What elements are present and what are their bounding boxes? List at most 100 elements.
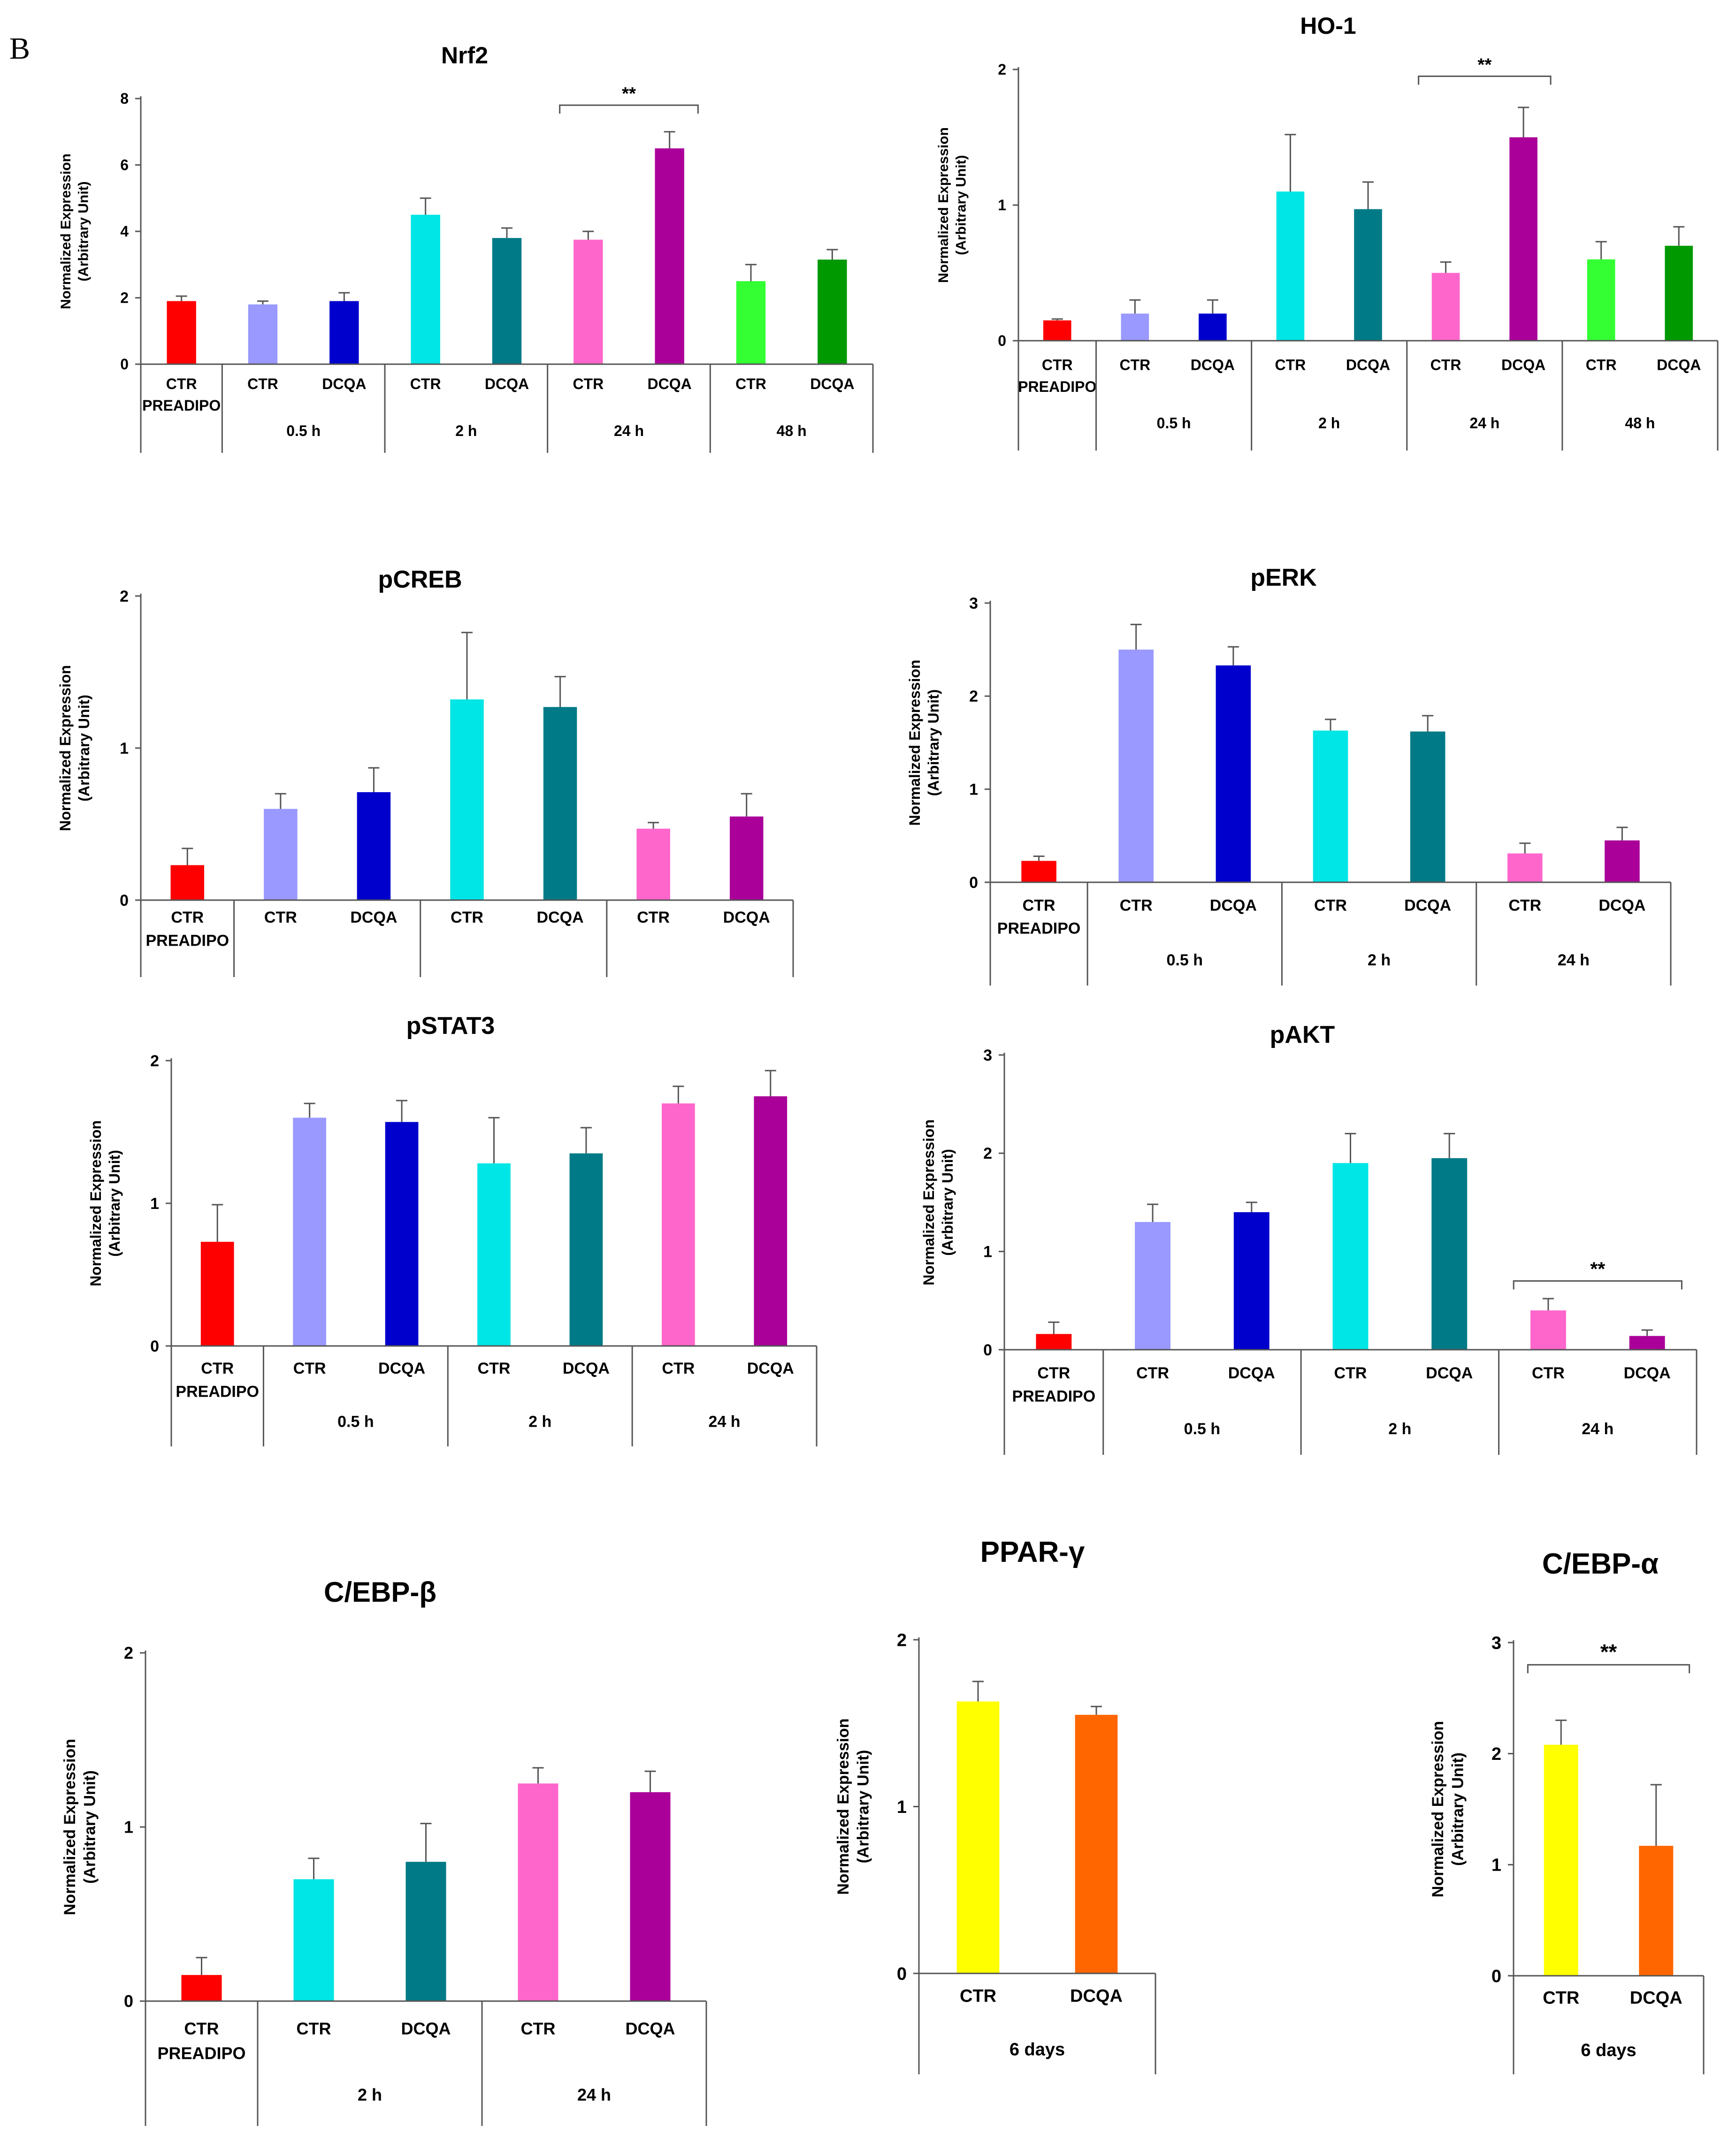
group-label: 48 h: [1625, 415, 1655, 432]
y-tick-label: 0: [124, 1992, 133, 2011]
bar: [248, 304, 278, 364]
y-tick-label: 2: [998, 61, 1006, 78]
x-tick-label: PREADIPO: [145, 932, 229, 949]
bar: [569, 1153, 603, 1346]
x-tick-label: CTR: [1430, 357, 1461, 374]
x-tick-label: DCQA: [1657, 357, 1701, 374]
group-label: 2 h: [1318, 415, 1340, 432]
x-tick-label: CTR: [264, 909, 297, 926]
bar: [1043, 320, 1071, 341]
bar: [729, 816, 764, 900]
significance-bracket: [1418, 75, 1552, 85]
x-tick-label: DCQA: [401, 2019, 451, 2038]
x-tick-label: CTR: [1508, 896, 1541, 914]
chart-nrf2: Nrf2 0 2 4 6 8 Normalized Expression (Arbitrary…: [58, 42, 874, 453]
bar: [754, 1096, 788, 1346]
chart-title: pERK: [1250, 564, 1317, 591]
x-tick-label: PREADIPO: [1018, 378, 1096, 395]
group-label: 2 h: [1388, 1420, 1411, 1438]
y-axis-subtitle: (Arbitrary Unit): [76, 181, 92, 281]
bar: [1075, 1714, 1118, 1973]
bar: [1629, 1336, 1665, 1350]
chart-pakt: pAKT 0 1 2 3 Normalized Expression (Arbitrary …: [920, 1021, 1698, 1455]
bar: [477, 1163, 511, 1346]
x-tick-label: DCQA: [537, 909, 584, 926]
significance-label: **: [622, 84, 636, 104]
bar: [1021, 861, 1056, 882]
bar: [1544, 1744, 1578, 1976]
significance-bracket: [559, 104, 699, 114]
x-tick-label: DCQA: [1598, 896, 1645, 914]
group-label: 48 h: [777, 422, 807, 439]
group-label: 2 h: [358, 2085, 382, 2104]
bar: [1332, 1163, 1369, 1350]
x-tick-label: DCQA: [1501, 357, 1545, 374]
bar: [264, 809, 298, 900]
x-tick-label: DCQA: [1210, 896, 1257, 914]
significance-label: **: [1600, 1640, 1617, 1664]
x-tick-label: PREADIPO: [176, 1383, 259, 1400]
y-tick-label: 0: [120, 892, 129, 910]
x-tick-label: CTR: [1120, 896, 1153, 914]
bar: [662, 1103, 695, 1346]
group-label: 24 h: [709, 1413, 741, 1430]
group-label: 0.5 h: [1167, 951, 1203, 969]
bar: [1639, 1846, 1674, 1976]
x-tick-label: DCQA: [810, 375, 854, 392]
x-tick-label: DCQA: [563, 1360, 610, 1377]
bar: [630, 1792, 671, 2001]
bar: [1036, 1334, 1072, 1350]
bar: [574, 239, 603, 364]
x-tick-label: DCQA: [1624, 1364, 1671, 1382]
x-tick-label: CTR: [1136, 1364, 1169, 1382]
bar: [1199, 313, 1227, 341]
y-tick-label: 0: [969, 874, 978, 892]
group-label: 2 h: [1368, 951, 1391, 969]
y-axis-subtitle: (Arbitrary Unit): [106, 1150, 123, 1257]
x-tick-label: CTR: [1586, 357, 1617, 374]
x-tick-label: DCQA: [1404, 896, 1451, 914]
bar: [405, 1862, 446, 2001]
bar: [1431, 273, 1460, 341]
x-tick-label: CTR: [1543, 1988, 1579, 2008]
significance-label: **: [1477, 54, 1491, 75]
bar: [1276, 191, 1305, 341]
x-tick-label: CTR: [1275, 357, 1306, 374]
bar: [1410, 731, 1445, 882]
chart-pparg: PPAR-γ 0 1 2 Normalized Expression (Arbitrary…: [834, 1536, 1156, 2074]
x-tick-label: DCQA: [322, 375, 366, 392]
chart-cebpa: C/EBP-α 0 1 2 3 Normalized Expression (Arbitra…: [1429, 1548, 1705, 2074]
group-label: 24 h: [614, 422, 644, 439]
chart-cebpb: C/EBP-β 0 1 2 Normalized Expression (Arbitrar…: [61, 1576, 707, 2126]
y-axis-title: Normalized Expression: [57, 665, 74, 831]
bar: [1431, 1158, 1468, 1350]
panel-label: B: [9, 31, 30, 66]
chart-title: pCREB: [378, 566, 462, 593]
bar: [1509, 137, 1537, 341]
x-tick-label: DCQA: [1426, 1364, 1473, 1382]
x-tick-label: CTR: [637, 909, 670, 926]
bar: [1118, 650, 1154, 882]
y-tick-label: 6: [120, 157, 129, 174]
x-tick-label: PREADIPO: [1012, 1387, 1096, 1405]
group-label: 24 h: [1469, 415, 1499, 432]
x-tick-label: CTR: [735, 375, 766, 392]
y-axis-subtitle: (Arbitrary Unit): [81, 1770, 99, 1884]
bar: [293, 1879, 334, 2001]
chart-title: pAKT: [1270, 1021, 1335, 1048]
y-tick-label: 2: [150, 1052, 159, 1070]
bar: [1587, 259, 1615, 341]
x-tick-label: DCQA: [747, 1360, 794, 1377]
y-axis-subtitle: (Arbitrary Unit): [1449, 1752, 1467, 1866]
bar: [1216, 665, 1251, 882]
y-tick-label: 2: [124, 1643, 133, 1663]
x-tick-label: CTR: [410, 375, 441, 392]
y-tick-label: 3: [1491, 1633, 1501, 1653]
y-tick-label: 2: [120, 290, 129, 306]
group-label: 2 h: [528, 1413, 551, 1430]
x-tick-label: DCQA: [1191, 357, 1235, 374]
bar: [1135, 1222, 1170, 1350]
chart-title: PPAR-γ: [980, 1536, 1085, 1568]
y-tick-label: 0: [897, 1964, 907, 1984]
bar: [293, 1117, 326, 1346]
